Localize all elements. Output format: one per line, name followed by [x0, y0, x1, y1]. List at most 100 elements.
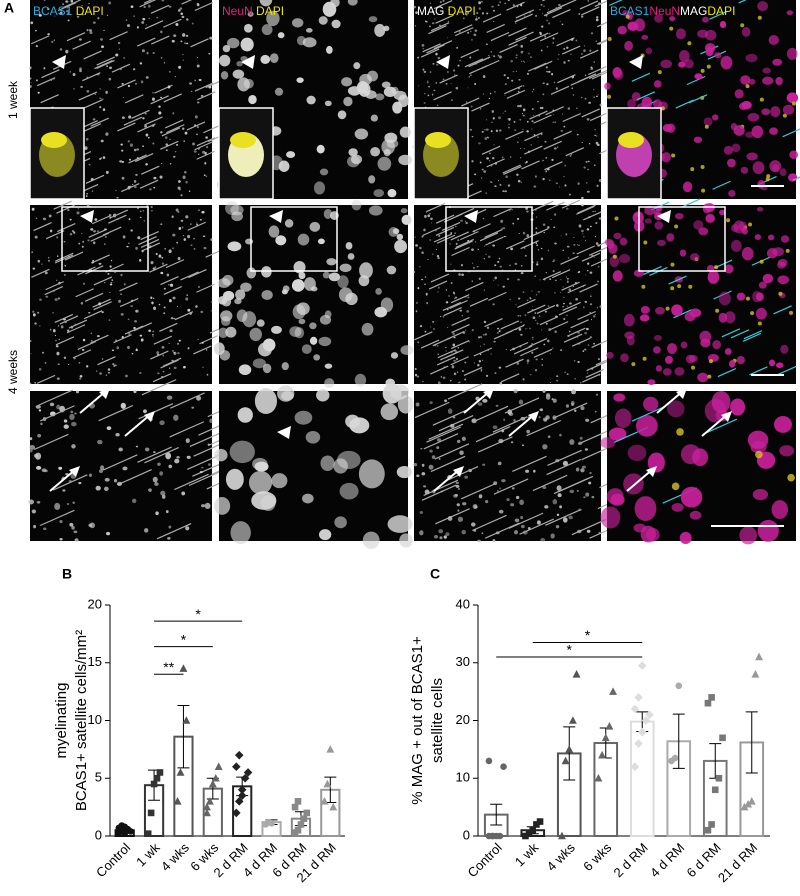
- fiber: [461, 483, 496, 500]
- cell: [109, 292, 111, 293]
- cell: [480, 336, 483, 339]
- cell: [72, 501, 75, 504]
- cell: [309, 221, 321, 232]
- cell: [455, 484, 460, 488]
- cell: [127, 84, 131, 88]
- cell: [43, 67, 46, 70]
- cell: [532, 338, 534, 340]
- fiber: [552, 402, 588, 419]
- fiber: [144, 20, 164, 30]
- cell: [183, 140, 185, 143]
- cell: [468, 76, 471, 78]
- cell: [274, 87, 284, 96]
- cell: [482, 334, 485, 336]
- cell: [439, 24, 441, 27]
- cell: [554, 213, 557, 216]
- dapi: [643, 240, 648, 245]
- cell: [148, 17, 151, 20]
- cell: [559, 505, 562, 509]
- cell: [284, 219, 294, 228]
- cell: [503, 235, 506, 238]
- fiber: [579, 0, 599, 10]
- micrograph: [413, 383, 634, 543]
- cell: [671, 304, 683, 316]
- cell: [473, 528, 477, 532]
- cell: [209, 418, 213, 423]
- cell: [173, 351, 177, 355]
- fiber: [558, 475, 594, 493]
- cell: [199, 470, 203, 474]
- cell: [400, 345, 414, 356]
- cell: [589, 271, 593, 274]
- cell: [196, 57, 199, 59]
- cell: [550, 533, 555, 539]
- cell: [291, 279, 305, 292]
- cell: [38, 409, 42, 412]
- cell: [586, 372, 589, 374]
- cell: [440, 376, 443, 378]
- cell: [423, 228, 426, 232]
- cell: [453, 359, 456, 362]
- fiber: [455, 27, 474, 37]
- cell: [171, 359, 174, 362]
- cell: [220, 70, 229, 80]
- cell: [421, 251, 424, 255]
- cell: [599, 103, 602, 107]
- cell: [680, 444, 701, 465]
- cell: [546, 393, 551, 397]
- cell: [728, 189, 736, 197]
- fiber: [782, 128, 800, 138]
- fiber: [488, 291, 507, 301]
- cell: [36, 311, 40, 314]
- fiber: [161, 127, 181, 137]
- cell: [198, 209, 200, 211]
- cell: [664, 355, 673, 364]
- cell: [644, 205, 656, 216]
- cell: [158, 105, 161, 108]
- fiber: [430, 22, 450, 32]
- cell: [126, 245, 129, 248]
- cell: [517, 104, 520, 108]
- cell: [498, 366, 502, 369]
- arrowhead: [241, 55, 255, 69]
- fiber: [119, 282, 138, 292]
- cell: [581, 141, 583, 143]
- inset-nucleus: [618, 132, 644, 148]
- cell: [582, 350, 585, 353]
- cell: [719, 20, 727, 29]
- cell: [354, 373, 367, 387]
- cell: [88, 2, 90, 5]
- cell: [510, 247, 513, 251]
- cell: [78, 481, 82, 485]
- cell: [586, 529, 591, 533]
- cell: [585, 274, 587, 276]
- cell: [503, 74, 506, 77]
- cell: [54, 334, 57, 337]
- cell: [614, 408, 632, 429]
- cell: [474, 173, 477, 176]
- cell: [296, 77, 304, 83]
- cell: [436, 104, 439, 106]
- cell: [593, 164, 596, 166]
- cell: [496, 490, 499, 492]
- cell: [477, 363, 480, 367]
- cell: [674, 367, 685, 376]
- fiber: [460, 97, 480, 107]
- cell: [482, 75, 486, 79]
- fiber: [631, 405, 667, 422]
- cell: [399, 533, 413, 548]
- cell: [93, 230, 96, 233]
- cell: [582, 233, 584, 235]
- dapi: [782, 113, 787, 118]
- cell: [595, 18, 599, 22]
- cell: [181, 226, 184, 229]
- cell: [146, 51, 149, 55]
- cell: [425, 211, 428, 213]
- cell: [540, 247, 543, 250]
- cell: [196, 3, 200, 7]
- cell: [537, 291, 541, 293]
- cell: [563, 125, 566, 128]
- data-point: [303, 809, 311, 817]
- cell: [589, 225, 592, 228]
- cell: [142, 117, 145, 120]
